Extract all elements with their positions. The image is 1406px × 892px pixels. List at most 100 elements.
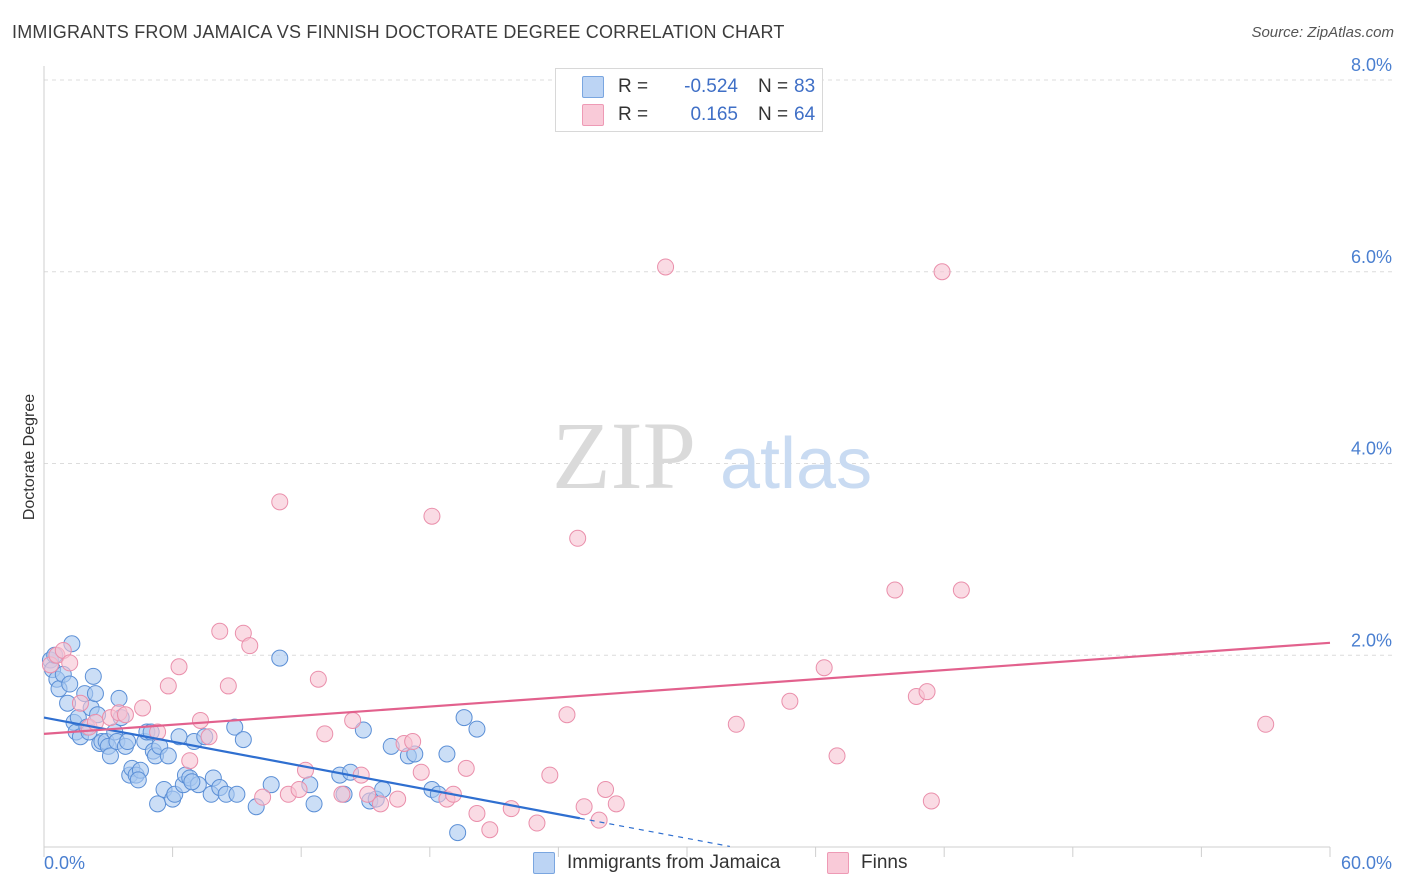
finns-point: [502, 800, 520, 818]
bottom-legend-finns: Finns: [827, 852, 907, 874]
finns-point: [481, 821, 499, 839]
finns-point: [558, 706, 576, 724]
finns-point: [309, 670, 327, 688]
x-tick-label: 0.0%: [44, 853, 85, 873]
watermark-zip: ZIP: [552, 402, 696, 509]
legend-r-value: -0.524: [684, 76, 738, 97]
jamaica-point: [374, 780, 392, 798]
finns-point: [412, 763, 430, 781]
finns-point: [404, 733, 422, 751]
finns-point: [181, 752, 199, 770]
jamaica-point: [86, 685, 104, 703]
bottom-swatch-pink: [827, 852, 849, 874]
jamaica-point: [129, 771, 147, 789]
finns-point: [290, 780, 308, 798]
x-tick-label: 60.0%: [1341, 853, 1392, 873]
finns-point: [457, 759, 475, 777]
legend-r-value: 0.165: [690, 104, 738, 125]
finns-point: [254, 788, 272, 806]
finns-trend-line: [43, 641, 1331, 735]
jamaica-point: [455, 709, 473, 727]
finns-point: [359, 785, 377, 803]
y-axis-title: Doctorate Degree: [21, 394, 38, 520]
bottom-legend-jamaica: Immigrants from Jamaica: [533, 852, 780, 874]
jamaica-trend-extension: [579, 817, 730, 848]
finns-point: [541, 766, 559, 784]
jamaica-point: [159, 747, 177, 765]
legend-n-label: N =: [758, 76, 789, 97]
legend-row-jamaica: R = -0.524 N = 83: [556, 73, 815, 101]
legend-n-value: 64: [794, 104, 816, 125]
jamaica-point: [354, 721, 372, 739]
jamaica-trend-line: [43, 716, 581, 820]
legend-n-value: 83: [794, 76, 816, 97]
jamaica-point: [271, 649, 289, 667]
bottom-legend-label: Immigrants from Jamaica: [567, 852, 781, 873]
jamaica-point: [61, 675, 79, 693]
y-tick-label: 8.0%: [1351, 55, 1392, 75]
jamaica-point: [149, 795, 167, 813]
jamaica-point: [228, 785, 246, 803]
chart-title: IMMIGRANTS FROM JAMAICA VS FINNISH DOCTO…: [12, 22, 785, 42]
finns-point: [241, 637, 259, 655]
watermark-atlas: atlas: [720, 424, 872, 504]
finns-point: [271, 493, 289, 511]
y-tick-label: 2.0%: [1351, 630, 1392, 650]
finns-point: [569, 529, 587, 547]
jamaica-point: [468, 720, 486, 738]
finns-point: [597, 780, 615, 798]
jamaica-point: [84, 667, 102, 685]
stats-legend: R = -0.524 N = 83 R = 0.165 N = 64: [555, 68, 823, 132]
finns-point: [952, 581, 970, 599]
jamaica-point: [449, 824, 467, 842]
trend-layer: [43, 641, 1331, 848]
legend-row-finns: R = 0.165 N = 64: [556, 101, 815, 129]
y-tick-label: 6.0%: [1351, 247, 1392, 267]
finns-point: [134, 699, 152, 717]
finns-point: [828, 747, 846, 765]
finns-point: [922, 792, 940, 810]
finns-point: [1257, 715, 1275, 733]
finns-point: [727, 715, 745, 733]
finns-point: [918, 683, 936, 701]
finns-point: [116, 706, 134, 724]
finns-point: [528, 814, 546, 832]
finns-point: [468, 804, 486, 822]
finns-point: [575, 798, 593, 816]
legend-r-label: R =: [618, 76, 649, 97]
finns-point: [200, 728, 218, 746]
jamaica-point: [119, 733, 137, 751]
grid-layer: [44, 79, 1392, 656]
labels-layer: 2.0% 4.0% 6.0% 8.0% 0.0% 60.0% Doctorate Degre…: [21, 55, 1392, 873]
finns-point: [933, 263, 951, 281]
finns-point: [657, 258, 675, 276]
source-label: Source: ZipAtlas.com: [1251, 24, 1394, 41]
legend-r-label: R =: [618, 104, 649, 125]
bottom-swatch-blue: [533, 852, 555, 874]
finns-point: [71, 694, 89, 712]
finns-point: [211, 622, 229, 640]
jamaica-point: [226, 718, 244, 736]
legend-n-label: N =: [758, 104, 789, 125]
finns-point: [590, 811, 608, 829]
finns-point: [372, 795, 390, 813]
finns-point: [159, 677, 177, 695]
y-tick-label: 4.0%: [1351, 439, 1392, 459]
finns-point: [344, 711, 362, 729]
finns-point: [191, 711, 209, 729]
jamaica-point: [438, 745, 456, 763]
jamaica-point: [262, 776, 280, 794]
finns-point: [886, 581, 904, 599]
jamaica-point: [305, 795, 323, 813]
jamaica-point: [101, 747, 119, 765]
points-layer: [41, 258, 1275, 842]
finns-point: [61, 654, 79, 672]
finns-point: [219, 677, 237, 695]
finns-point: [316, 725, 334, 743]
finns-point: [423, 507, 441, 525]
jamaica-point: [234, 731, 252, 749]
legend-swatch-blue: [582, 76, 604, 98]
finns-point: [781, 692, 799, 710]
jamaica-point: [110, 689, 128, 707]
